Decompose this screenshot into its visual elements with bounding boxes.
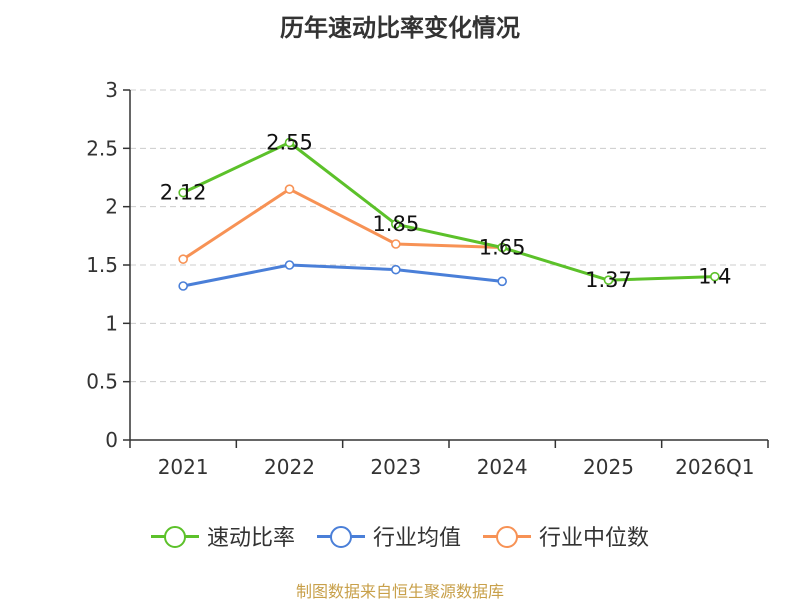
legend-label: 速动比率 [206, 526, 295, 551]
data-label: 1.37 [585, 268, 632, 292]
data-label: 1.65 [479, 236, 526, 260]
grid-lines [130, 89, 768, 383]
data-labels: 2.12 2.55 1.85 1.65 1.37 1.4 [160, 131, 732, 293]
x-tick-label: 2022 [264, 455, 315, 479]
data-point [284, 137, 295, 148]
legend-item-industry-median[interactable]: 行业中位数 [483, 520, 649, 552]
data-label: 1.4 [698, 265, 731, 289]
x-tick-label: 2026Q1 [675, 455, 754, 479]
legend-label: 行业均值 [372, 526, 461, 551]
data-point [178, 281, 188, 291]
data-point [391, 219, 401, 229]
data-label: 2.55 [266, 131, 313, 155]
legend-label: 行业中位数 [539, 526, 650, 551]
y-tick-label: 3 [105, 78, 118, 102]
legend-item-quick-ratio[interactable]: 速动比率 [150, 520, 295, 552]
y-tick-label: 0 [105, 428, 118, 452]
series-line [182, 263, 503, 288]
series-line [182, 187, 503, 261]
series-group [178, 137, 720, 291]
x-tick-label: 2023 [370, 455, 421, 479]
legend-item-industry-mean[interactable]: 行业均值 [316, 520, 461, 552]
y-tick-label: 1 [105, 311, 118, 335]
legend: 速动比率 行业均值 行业中位数 [0, 520, 800, 552]
y-tick-label: 0.5 [86, 370, 118, 394]
x-tick-label: 2021 [158, 455, 209, 479]
data-point [391, 239, 401, 249]
data-point [710, 271, 720, 282]
axes: 0 0.5 1 1.5 2 2.5 3 2021 2022 2023 2024 2025 2026Q1 [86, 78, 769, 479]
y-tick-label: 2 [105, 195, 118, 219]
legend-marker-icon [483, 526, 531, 548]
data-label: 2.12 [160, 181, 207, 205]
data-point [391, 264, 401, 275]
data-point [603, 275, 614, 285]
data-point [284, 184, 295, 194]
series-line [182, 141, 715, 282]
data-label: 1.85 [372, 212, 419, 236]
y-tick-label: 1.5 [86, 253, 118, 277]
legend-marker-icon [150, 526, 199, 548]
y-tick-label: 2.5 [86, 136, 118, 160]
data-point [497, 276, 507, 287]
data-point [178, 254, 188, 264]
chart-title: 历年速动比率变化情况 [280, 14, 520, 42]
x-tick-label: 2025 [583, 455, 634, 479]
data-point [284, 260, 295, 270]
x-tick-label: 2024 [477, 455, 528, 479]
source-note: 制图数据来自恒生聚源数据库 [295, 582, 504, 601]
data-point [178, 187, 188, 198]
legend-marker-icon [316, 526, 365, 548]
data-point [497, 242, 507, 253]
